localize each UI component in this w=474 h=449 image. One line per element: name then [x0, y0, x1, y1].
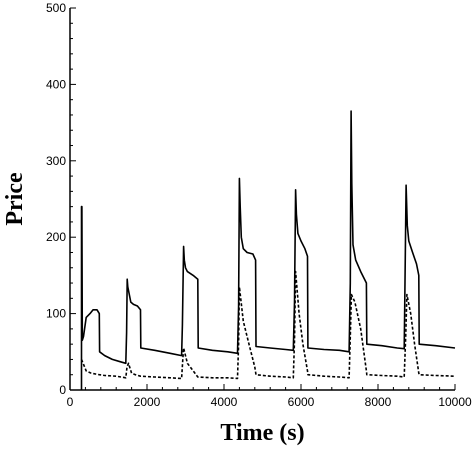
x-tick-label: 10000	[438, 395, 472, 409]
x-tick-label: 0	[67, 395, 74, 409]
x-tick-label: 6000	[288, 395, 315, 409]
series-line-solid	[80, 110, 456, 390]
x-tick-label: 8000	[365, 395, 392, 409]
ticks: 0 100 200 300 400 500 0 2000 4000 6000 8000 10000	[46, 1, 472, 409]
series-lines	[80, 110, 456, 390]
y-axis-title: Price	[2, 172, 28, 226]
series-line-dashed	[80, 270, 456, 380]
y-tick-label: 500	[46, 1, 66, 15]
x-axis-title: Time (s)	[220, 420, 304, 446]
y-tick-label: 400	[46, 77, 66, 91]
x-tick-label: 4000	[211, 395, 238, 409]
y-tick-label: 0	[59, 383, 66, 397]
axes	[69, 8, 455, 391]
x-tick-label: 2000	[134, 395, 161, 409]
y-tick-label: 300	[46, 154, 66, 168]
y-tick-label: 100	[46, 307, 66, 321]
y-tick-label: 200	[46, 230, 66, 244]
